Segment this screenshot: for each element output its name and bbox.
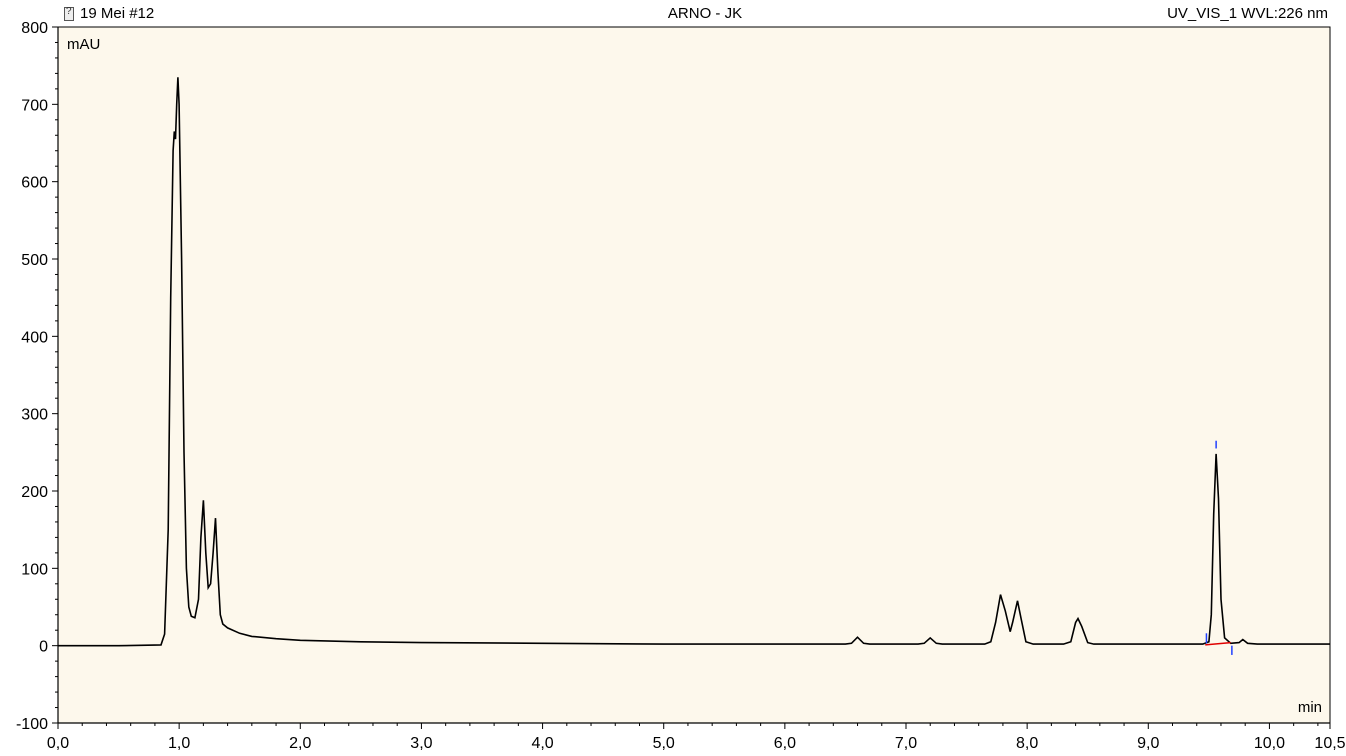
x-tick-label: 2,0 xyxy=(289,735,311,752)
signal-trace xyxy=(58,77,1330,647)
tick-group: -100 0 100 200 300 400 500 600 700 800 0,0 1,0 2,0 3,… xyxy=(16,20,1346,752)
x-tick-label: 3,0 xyxy=(410,735,432,752)
x-tick-label: 10,5 xyxy=(1314,735,1345,752)
x-unit-label: min xyxy=(1298,699,1322,716)
y-tick-label: 100 xyxy=(21,561,48,578)
y-tick-label: 500 xyxy=(21,252,48,269)
peak-annotations xyxy=(1205,440,1233,655)
x-tick-label: 5,0 xyxy=(653,735,675,752)
y-tick-label: 700 xyxy=(21,97,48,114)
integration-baseline xyxy=(1205,641,1231,646)
sample-name: 19 Mei #12 xyxy=(80,5,155,22)
y-tick-label: 400 xyxy=(21,329,48,346)
x-tick-label: 1,0 xyxy=(168,735,190,752)
chromatogram-header: 19 Mei #12 ARNO - JK UV_VIS_1 WVL:226 nm xyxy=(0,0,1346,27)
chart-title: ARNO - JK xyxy=(667,5,743,22)
x-tick-label: 10,0 xyxy=(1254,735,1285,752)
x-tick-label: 7,0 xyxy=(895,735,917,752)
x-tick-label: 6,0 xyxy=(774,735,796,752)
y-tick-label: 300 xyxy=(21,407,48,424)
y-tick-label: 200 xyxy=(21,484,48,501)
x-tick-label: 4,0 xyxy=(531,735,553,752)
y-unit-label: mAU xyxy=(67,36,100,53)
y-tick-label: 0 xyxy=(39,639,48,656)
detector-label: UV_VIS_1 WVL:226 nm xyxy=(1167,5,1328,22)
y-tick-label: 800 xyxy=(21,20,48,37)
x-tick-label: 0,0 xyxy=(47,735,69,752)
x-tick-label: 9,0 xyxy=(1137,735,1159,752)
y-tick-label: 600 xyxy=(21,175,48,192)
plot-area xyxy=(57,26,1331,724)
document-icon xyxy=(64,6,74,21)
axes xyxy=(57,27,1330,724)
y-tick-label: -100 xyxy=(16,716,48,733)
sample-label: 19 Mei #12 xyxy=(64,5,154,22)
x-tick-label: 8,0 xyxy=(1016,735,1038,752)
